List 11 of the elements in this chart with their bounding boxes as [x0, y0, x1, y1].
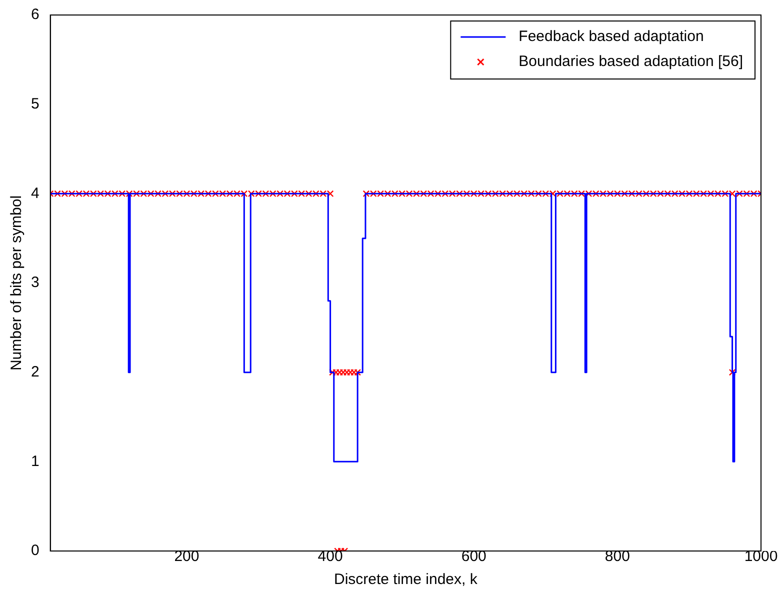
y-tick-label: 4: [31, 184, 40, 202]
y-axis-title: Number of bits per symbol: [8, 195, 26, 371]
legend-label: Boundaries based adaptation [56]: [518, 53, 744, 70]
y-tick-label: 3: [31, 274, 40, 292]
y-tick-label: 6: [31, 6, 40, 24]
y-tick-label: 1: [31, 452, 40, 470]
y-tick-label: 5: [31, 95, 40, 112]
y-tick-label: 0: [31, 542, 40, 560]
x-axis-title: Discrete time index, k: [334, 571, 478, 588]
legend-label: Feedback based adaptation: [518, 28, 704, 46]
y-tick-label: 2: [31, 363, 40, 380]
